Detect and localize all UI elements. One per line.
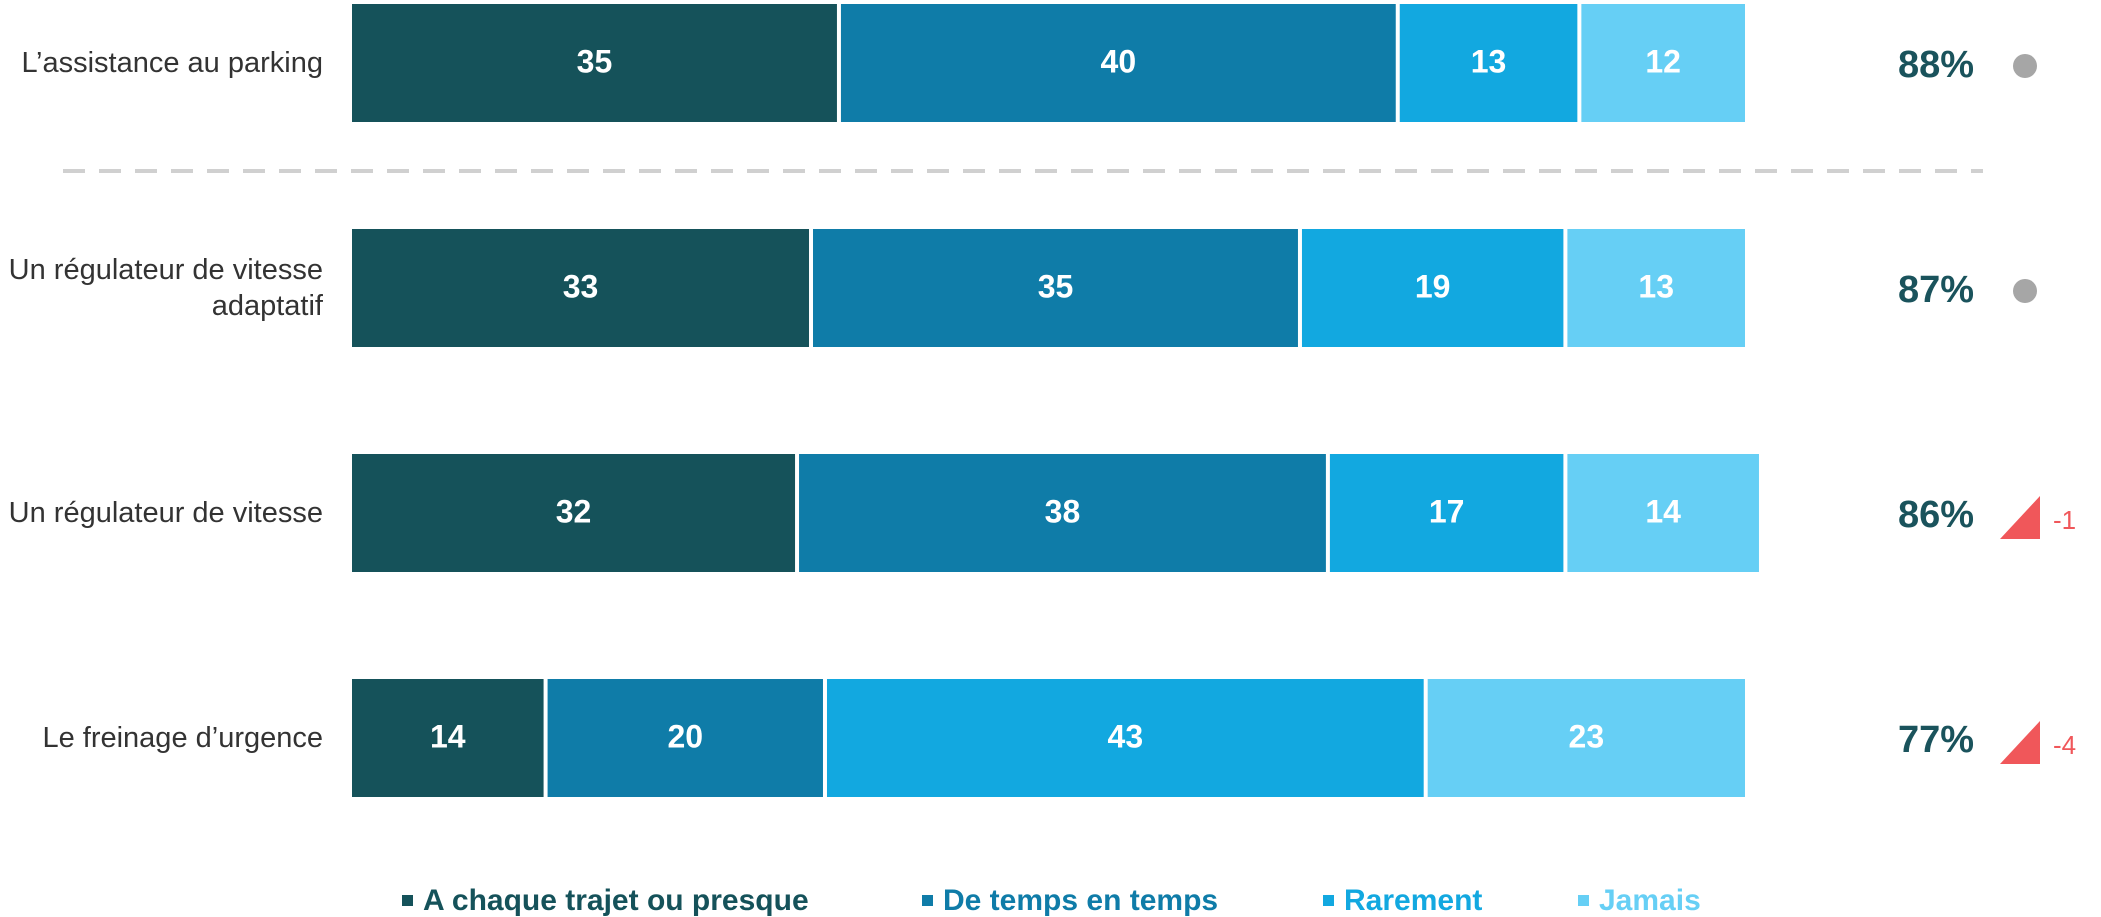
bar-segment (813, 229, 1298, 347)
change-label: -1 (2053, 505, 2076, 535)
category-label: Un régulateur de vitesse adaptatif (8, 253, 323, 322)
bar-segment (1329, 454, 1564, 572)
category-text: Un régulateur de vitesse adaptatif (8, 253, 323, 322)
value-label: 40 (1101, 43, 1137, 79)
legend-swatch (402, 895, 413, 906)
total-label: 88% (1898, 44, 1974, 86)
category-label: Un régulateur de vitesse (8, 496, 323, 529)
category-label: L’assistance au parking (21, 46, 323, 79)
total-label: 86% (1898, 494, 1974, 536)
down-indicator (2000, 721, 2040, 764)
bar-segment (352, 229, 810, 347)
legend-swatch (1323, 895, 1334, 906)
value-label: 14 (1645, 493, 1681, 529)
bar-segment (799, 454, 1326, 572)
bar-segment (547, 679, 823, 797)
bar-segment (352, 454, 796, 572)
category-text: L’assistance au parking (21, 46, 323, 79)
value-label: 35 (577, 43, 613, 79)
bar-segment (1399, 4, 1578, 122)
bar-segment (352, 4, 837, 122)
value-label: 12 (1645, 43, 1681, 79)
value-label: 19 (1415, 268, 1451, 304)
category-text: Le freinage d’urgence (42, 721, 323, 754)
category-text: Un régulateur de vitesse (8, 496, 323, 529)
bar-segment (1567, 229, 1745, 347)
category-label: Le freinage d’urgence (42, 721, 323, 754)
bar-segment (1581, 4, 1745, 122)
bar-segment (1567, 454, 1759, 572)
value-label: 32 (556, 493, 592, 529)
value-label: 17 (1429, 493, 1465, 529)
value-label: 33 (563, 268, 599, 304)
bar-segment (352, 679, 544, 797)
legend-label: Rarement (1344, 884, 1482, 917)
bar-segment (826, 679, 1424, 797)
total-label: 77% (1898, 719, 1974, 761)
value-label: 23 (1569, 718, 1605, 754)
legend-swatch (1578, 895, 1589, 906)
legend-swatch (922, 895, 933, 906)
legend-label: Jamais (1599, 884, 1701, 917)
bar-segment (840, 4, 1396, 122)
value-label: 38 (1045, 493, 1081, 529)
bar-segment (1427, 679, 1745, 797)
value-label: 13 (1471, 43, 1507, 79)
legend-label: A chaque trajet ou presque (423, 884, 809, 917)
legend-label: De temps en temps (943, 884, 1218, 917)
value-label: 35 (1038, 268, 1074, 304)
value-label: 13 (1638, 268, 1674, 304)
bar-segment (1301, 229, 1564, 347)
value-label: 20 (667, 718, 703, 754)
down-indicator (2000, 496, 2040, 539)
neutral-indicator (2013, 54, 2037, 78)
neutral-indicator (2013, 279, 2037, 303)
value-label: 14 (430, 718, 466, 754)
change-label: -4 (2053, 730, 2076, 760)
total-label: 87% (1898, 269, 1974, 311)
value-label: 43 (1108, 718, 1144, 754)
